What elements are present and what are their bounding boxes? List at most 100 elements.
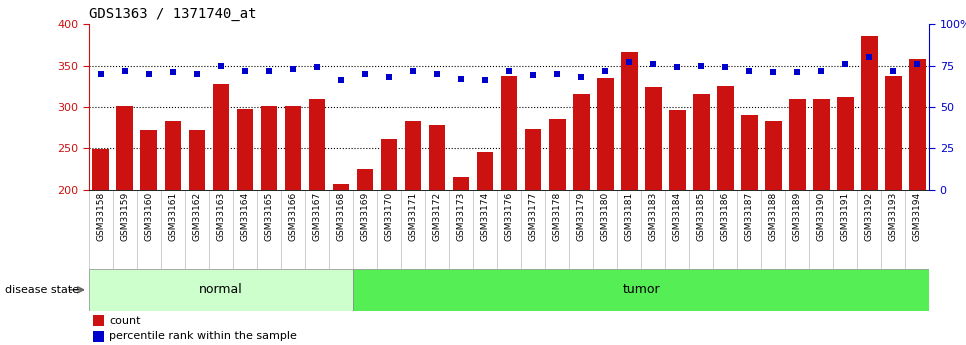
Point [789,69,805,75]
Text: GSM33162: GSM33162 [192,192,202,241]
Text: GSM33179: GSM33179 [577,192,585,242]
Point [550,71,565,77]
Bar [213,84,229,345]
Text: tumor: tumor [622,283,660,296]
Text: GSM33161: GSM33161 [168,192,178,242]
Bar [717,86,733,345]
Bar [89,269,353,310]
Point [838,61,853,67]
Point [453,76,469,81]
Point [477,78,493,83]
Text: GSM33190: GSM33190 [816,192,826,242]
Point [886,68,901,73]
Point [429,71,444,77]
Text: GSM33171: GSM33171 [409,192,417,242]
Point [765,69,781,75]
Bar [668,110,686,345]
Text: GSM33164: GSM33164 [241,192,249,241]
Bar [261,106,277,345]
Point [333,78,349,83]
Bar [93,331,104,342]
Text: GSM33181: GSM33181 [625,192,634,242]
Text: disease state: disease state [5,285,79,295]
Text: GSM33192: GSM33192 [865,192,874,241]
Point [406,68,421,73]
Point [238,68,253,73]
Bar [429,125,445,345]
Bar [285,106,301,345]
Point [813,68,829,73]
Text: GSM33194: GSM33194 [913,192,922,241]
Bar [308,99,326,345]
Text: normal: normal [199,283,242,296]
Bar [549,119,565,345]
Point [645,61,661,67]
Bar [164,121,182,345]
Text: GSM33159: GSM33159 [121,192,129,242]
Bar [909,59,925,345]
Point [285,66,300,72]
Bar [644,87,662,345]
Point [862,55,877,60]
Bar [353,269,929,310]
Bar [500,76,518,345]
Point [621,59,637,65]
Text: GSM33174: GSM33174 [480,192,490,241]
Bar [861,36,878,345]
Bar [812,99,830,345]
Bar [237,109,253,345]
Bar [356,169,374,345]
Point [261,68,276,73]
Point [718,65,733,70]
Point [526,73,541,78]
Bar [332,184,350,345]
Point [742,68,757,73]
Bar [525,129,542,345]
Text: percentile rank within the sample: percentile rank within the sample [109,331,297,341]
Text: GSM33187: GSM33187 [745,192,753,242]
Point [93,71,108,77]
Text: GSM33183: GSM33183 [648,192,658,242]
Point [357,71,373,77]
Text: GSM33176: GSM33176 [504,192,514,242]
Bar [140,130,157,345]
Point [501,68,517,73]
Point [382,75,397,80]
Point [694,63,709,68]
Bar [741,115,757,345]
Text: GSM33169: GSM33169 [360,192,370,242]
Bar [765,121,781,345]
Bar [117,106,133,345]
Text: GSM33184: GSM33184 [672,192,682,241]
Bar [381,139,397,345]
Bar [597,78,613,345]
Bar [621,52,638,345]
Bar [693,94,710,345]
Text: GSM33158: GSM33158 [97,192,105,242]
Point [574,75,589,80]
Text: GSM33163: GSM33163 [216,192,225,242]
Bar [476,152,494,345]
Point [669,65,685,70]
Point [309,65,325,70]
Text: count: count [109,316,141,325]
Bar [837,97,854,345]
Text: GSM33172: GSM33172 [433,192,441,241]
Bar [453,177,469,345]
Point [213,63,229,68]
Text: GSM33160: GSM33160 [144,192,154,242]
Bar [188,130,206,345]
Text: GSM33193: GSM33193 [889,192,897,242]
Text: GSM33191: GSM33191 [840,192,850,242]
Point [910,61,925,67]
Text: GSM33173: GSM33173 [457,192,466,242]
Text: GSM33188: GSM33188 [769,192,778,242]
Bar [93,315,104,326]
Text: GSM33177: GSM33177 [528,192,538,242]
Bar [789,99,806,345]
Text: GSM33180: GSM33180 [601,192,610,242]
Text: GSM33167: GSM33167 [312,192,322,242]
Text: GSM33168: GSM33168 [336,192,346,242]
Point [165,69,181,75]
Bar [405,121,421,345]
